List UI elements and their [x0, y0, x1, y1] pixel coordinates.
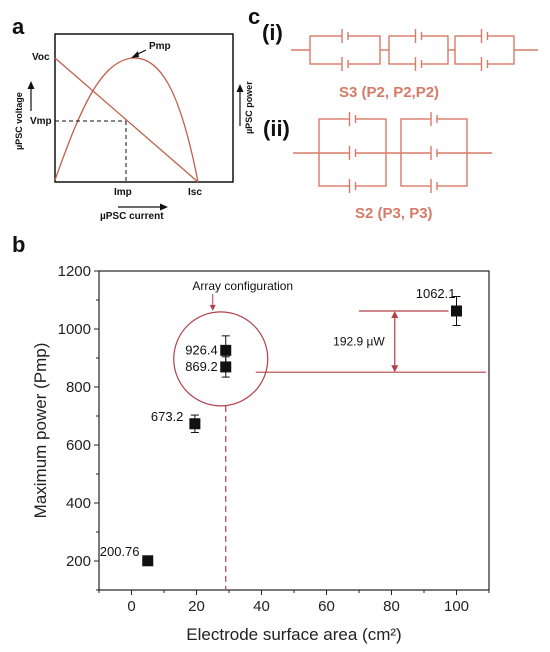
current-arrowhead [160, 203, 168, 211]
array-annotation-arrowhead [209, 304, 216, 311]
array-configuration-circle [173, 311, 269, 407]
y-tick-label: 200 [66, 553, 91, 570]
data-point [451, 305, 462, 317]
pmp-label: Pmp [149, 41, 171, 52]
cell-gap [349, 184, 356, 188]
x-tick-label: 20 [188, 598, 205, 615]
x-tick-label: 80 [383, 598, 400, 615]
y-tick-label: 1200 [58, 263, 91, 280]
cell-gap [481, 34, 488, 38]
difference-arrowhead-top [391, 310, 399, 318]
circuit-i-label: (i) [262, 20, 283, 45]
voc-label: Voc [32, 52, 50, 63]
current-axis-label: µPSC current [100, 211, 164, 222]
power-axis-label: µPSC power [244, 81, 254, 134]
s3-label: S3 (P2, P2,P2) [339, 84, 439, 101]
cell-gap [431, 117, 437, 121]
parallel-block-2 [388, 35, 449, 65]
cell-gap [415, 62, 422, 66]
cell-gap [431, 151, 437, 155]
parallel-block-1 [309, 35, 381, 65]
circuit-series-s2 [293, 112, 492, 193]
x-tick-label: 100 [444, 598, 469, 615]
cell-gap [481, 62, 488, 66]
y-tick-label: 1000 [58, 321, 91, 338]
difference-arrowhead-bottom [391, 365, 399, 373]
data-label: 926.4 [185, 342, 218, 357]
circuit-series-s3 [291, 29, 538, 71]
vmp-label: Vmp [30, 116, 52, 127]
cell-gap [415, 34, 422, 38]
panel-a-frame [54, 33, 234, 183]
parallel-block-3 [454, 35, 515, 65]
data-label: 1062.1 [416, 286, 456, 301]
power-arrowhead [236, 84, 244, 92]
data-label: 673.2 [151, 409, 184, 424]
isc-label: Isc [188, 187, 202, 198]
cell-gap [342, 34, 348, 38]
x-tick-label: 0 [127, 598, 135, 615]
cell-gap [431, 184, 437, 188]
power-curve [54, 57, 199, 183]
voltage-axis-label: µPSC voltage [14, 92, 24, 150]
data-point [142, 555, 154, 567]
difference-label: 192.9 µW [333, 335, 385, 349]
pmp-arrowhead [131, 51, 139, 58]
panel-b-letter: b [12, 232, 25, 257]
cell-gap [349, 151, 356, 155]
panel-c-letter: c [248, 4, 260, 29]
y-tick-label: 600 [66, 437, 91, 454]
data-label: 869.2 [185, 359, 218, 374]
data-label: 200.76 [100, 544, 140, 559]
circuit-ii-label: (ii) [263, 116, 290, 141]
data-point [189, 418, 201, 430]
plot-frame [98, 270, 490, 591]
s2-label: S2 (P3, P3) [355, 205, 433, 222]
voltage-arrowhead [27, 81, 35, 89]
x-tick-label: 60 [318, 598, 335, 615]
imp-label: Imp [114, 187, 132, 198]
x-tick-label: 40 [253, 598, 270, 615]
cell-gap [342, 62, 348, 66]
panel-a-plot: Pmp Voc Vmp Imp Isc µPSC voltage µPSC po… [14, 33, 254, 222]
y-tick-label: 800 [66, 379, 91, 396]
data-point [220, 361, 232, 373]
data-point [220, 344, 232, 356]
cell-gap [349, 117, 356, 121]
y-tick-label: 400 [66, 495, 91, 512]
array-configuration-label: Array configuration [192, 279, 293, 293]
iv-curve [54, 57, 199, 183]
panel-b-chart: 0 20 40 60 80 100 200 400 600 800 1000 1200 Electrod… [31, 263, 490, 644]
y-axis-title: Maximum power (Pmp) [31, 343, 50, 519]
panel-a-letter: a [12, 14, 25, 39]
x-axis-title: Electrode surface area (cm²) [186, 625, 401, 644]
